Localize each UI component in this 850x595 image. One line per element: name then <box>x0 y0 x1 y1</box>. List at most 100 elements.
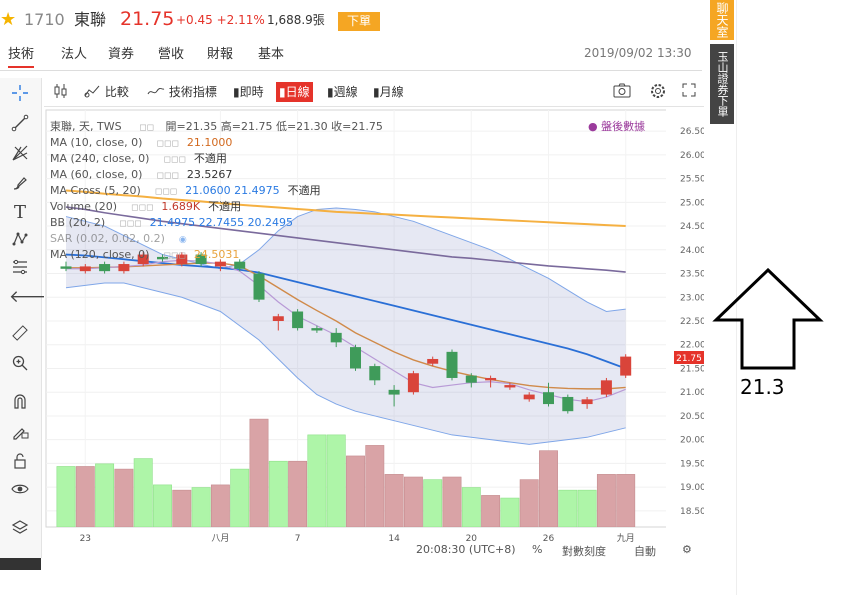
candle-body <box>118 264 130 272</box>
eye-icon[interactable] <box>9 480 31 502</box>
legend-line-ma240: MA (240, close, 0) ◻◻◻ 不適用 <box>50 153 383 169</box>
magnet-icon[interactable] <box>9 392 31 414</box>
tab-technical[interactable]: 技術 <box>8 44 35 68</box>
price-chart[interactable]: 26.50 26.00 25.50 25.00 24.50 24.00 23.50 23.00… <box>44 108 706 560</box>
lock-icon[interactable] <box>9 452 31 474</box>
indicators-button[interactable]: 技術指標 <box>144 82 220 102</box>
ruler-icon[interactable] <box>9 324 31 346</box>
legend-line-sar: SAR (0.02, 0.02, 0.2) ◉ <box>50 233 383 249</box>
legend-settings-icons[interactable]: ◻◻◻ <box>156 171 179 181</box>
volume-bar <box>596 474 616 527</box>
ma120-line <box>65 206 626 273</box>
volume-bar <box>307 434 327 527</box>
legend-settings-icons[interactable]: ◻◻◻ <box>131 203 154 213</box>
gann-fan-icon[interactable] <box>9 144 31 166</box>
volume-bar <box>172 489 192 527</box>
weekly-icon: ▮ <box>327 85 334 99</box>
candle-body <box>79 266 91 272</box>
y-tick-label: 19.00 <box>680 483 704 493</box>
volume-bar <box>423 479 443 527</box>
tab-financials[interactable]: 財報 <box>207 47 234 62</box>
crosshair-icon[interactable] <box>9 84 31 106</box>
volume-bar <box>346 455 365 527</box>
candle-body <box>465 375 477 383</box>
favorite-star-icon[interactable]: ★ <box>0 9 17 30</box>
chat-room-tab[interactable]: 聊天室 <box>710 0 734 40</box>
price-change: +0.45 +2.11% <box>176 13 265 27</box>
legend-settings-icons[interactable]: ◻◻◻ <box>163 155 186 165</box>
legend-title: 東聯, 天, TWS <box>50 120 122 133</box>
drawing-toolbar: T 🡐 <box>0 78 55 558</box>
y-tick-label: 23.50 <box>680 270 704 280</box>
camera-icon[interactable] <box>610 82 634 102</box>
y-tick-label: 21.00 <box>680 388 704 398</box>
tab-revenue[interactable]: 營收 <box>158 47 185 62</box>
percent-toggle[interactable]: % <box>532 543 543 556</box>
legend-settings-icons[interactable]: ◻◻◻ <box>156 139 179 149</box>
y-tick-label: 22.50 <box>680 317 704 327</box>
intraday-button[interactable]: ▮即時 <box>230 82 267 102</box>
volume-bar <box>442 476 462 527</box>
toolbar-collapse-strip[interactable] <box>0 558 41 570</box>
log-scale-toggle[interactable]: 對數刻度 <box>562 545 606 558</box>
x-tick-label: 23 <box>80 534 91 544</box>
layers-icon[interactable] <box>9 518 31 540</box>
candle-body <box>407 373 419 393</box>
time-axis[interactable]: 23 八月 7 14 20 26 九月 <box>80 533 635 544</box>
fullscreen-icon[interactable] <box>678 82 700 102</box>
weekly-button[interactable]: ▮週線 <box>324 82 361 102</box>
legend-value: 21.0600 21.4975 <box>185 184 280 197</box>
main-tabs: 技術 法人 資券 營收 財報 基本 <box>0 44 700 70</box>
legend-settings-icons[interactable]: ◻◻◻ <box>119 219 142 229</box>
back-arrow-icon[interactable]: 🡐 <box>9 287 55 307</box>
settings-gear-icon[interactable] <box>646 82 670 102</box>
tab-basic[interactable]: 基本 <box>258 47 285 62</box>
price-axis[interactable]: 26.50 26.00 25.50 25.00 24.50 24.00 23.50 23.00… <box>680 127 706 517</box>
legend-value2: 不適用 <box>208 200 242 213</box>
candle-body <box>504 385 516 388</box>
trend-line-icon[interactable] <box>9 114 31 136</box>
candle-body <box>562 396 574 412</box>
candle-body <box>99 264 111 272</box>
ma60-line <box>65 189 626 228</box>
volume-bar <box>114 468 134 527</box>
daily-button[interactable]: ▮日線 <box>276 82 313 102</box>
stock-code: 1710 <box>24 10 65 29</box>
compare-button[interactable]: 比較 <box>80 82 132 102</box>
brush-icon[interactable] <box>9 174 31 196</box>
volume-bar <box>268 460 288 527</box>
legend-visibility-icon[interactable]: ◉ <box>178 235 187 245</box>
legend-settings-icons[interactable]: ◻◻ <box>139 123 155 133</box>
candle-body <box>311 328 323 331</box>
measure-icon[interactable] <box>9 258 31 280</box>
legend-settings-icons[interactable]: ◻◻◻ <box>163 251 186 261</box>
candle-body <box>272 316 284 321</box>
tab-institutional[interactable]: 法人 <box>61 47 88 62</box>
chart-area[interactable]: 26.50 26.00 25.50 25.00 24.50 24.00 23.50 23.00… <box>44 108 706 560</box>
compare-label: 比較 <box>104 85 129 99</box>
auto-scale-toggle[interactable]: 自動 <box>634 545 656 558</box>
axis-settings-gear-icon[interactable]: ⚙ <box>682 543 692 556</box>
legend-ohlc: 開=21.35 高=21.75 低=21.30 收=21.75 <box>165 120 383 133</box>
volume-bar <box>210 484 230 527</box>
volume-bars <box>56 418 636 527</box>
pattern-icon[interactable] <box>9 230 31 252</box>
indicators-label: 技術指標 <box>168 85 217 99</box>
lock-drawing-icon[interactable] <box>9 422 31 444</box>
zoom-in-icon[interactable] <box>9 354 31 376</box>
candle-body <box>292 311 304 329</box>
text-tool-icon[interactable]: T <box>13 202 26 223</box>
volume-bar <box>191 487 211 527</box>
candle-body <box>446 351 458 378</box>
volume-bar <box>616 474 636 527</box>
candle-style-icon[interactable] <box>50 82 72 102</box>
volume-bar <box>577 489 597 527</box>
y-tick-label: 26.00 <box>680 151 704 161</box>
broker-order-tab[interactable]: 玉山證券下單 <box>710 44 734 124</box>
x-tick-label: 20 <box>466 534 478 544</box>
monthly-button[interactable]: ▮月線 <box>370 82 407 102</box>
tab-margin[interactable]: 資券 <box>108 47 135 62</box>
legend-settings-icons[interactable]: ◻◻◻ <box>154 187 178 197</box>
order-button[interactable]: 下單 <box>338 12 380 31</box>
legend-value: 21.1000 <box>186 136 233 149</box>
